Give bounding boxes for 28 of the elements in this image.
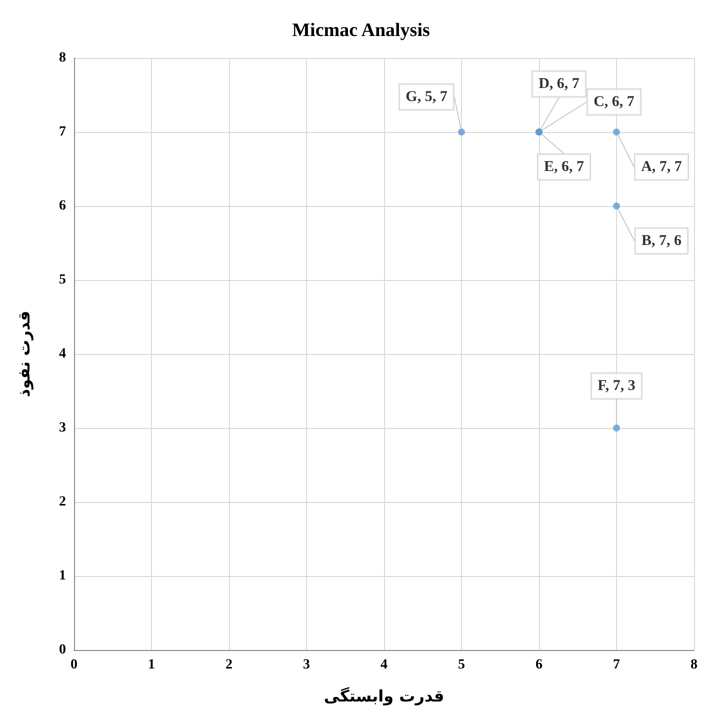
x-tick-label: 5 <box>458 658 465 672</box>
y-tick-label: 6 <box>59 198 66 214</box>
y-tick-label: 3 <box>59 420 66 436</box>
x-tick-label: 8 <box>690 658 698 672</box>
y-tick-label: 8 <box>59 50 66 66</box>
y-axis-title: قدرت نفوذ <box>14 310 34 398</box>
chart-title: Micmac Analysis <box>292 20 430 41</box>
x-tick-label: 2 <box>226 658 232 672</box>
x-tick-label: 0 <box>70 658 78 672</box>
x-tick-label: 1 <box>148 658 155 672</box>
y-tick-label: 2 <box>59 494 66 510</box>
x-tick-label: 3 <box>303 658 310 672</box>
x-axis-title: قدرت وابستگی <box>324 686 444 706</box>
y-tick-label: 4 <box>59 346 66 362</box>
y-tick-label: 5 <box>59 272 66 288</box>
data-label: G, 5, 7 <box>406 89 448 105</box>
x-tick-label: 6 <box>536 658 542 672</box>
data-label: C, 6, 7 <box>594 94 635 110</box>
y-tick-label: 7 <box>59 124 66 140</box>
y-tick-label: 1 <box>59 568 66 584</box>
data-label: B, 7, 6 <box>641 233 682 249</box>
x-tick-label: 7 <box>613 658 620 672</box>
data-label: E, 6, 7 <box>544 159 584 175</box>
y-tick-label: 0 <box>59 642 66 658</box>
data-label: F, 7, 3 <box>598 378 636 394</box>
x-tick-label: 4 <box>380 658 388 672</box>
data-label: D, 6, 7 <box>538 76 580 92</box>
data-label: A, 7, 7 <box>641 159 682 175</box>
